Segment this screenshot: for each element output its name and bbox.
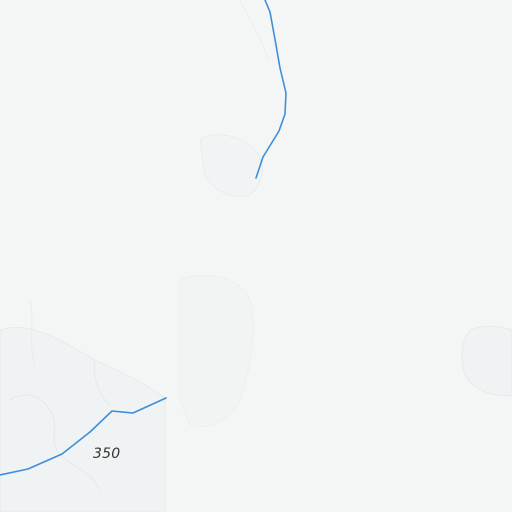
- admin-boundary: [239, 0, 269, 61]
- terrain-area: [199, 134, 263, 197]
- river[interactable]: [0, 397, 167, 476]
- admin-boundary: [93, 359, 111, 406]
- contour-elevation-label: 350: [93, 446, 121, 462]
- terrain-area: [0, 326, 166, 512]
- admin-boundary: [29, 299, 36, 366]
- terrain-area: [461, 326, 512, 397]
- admin-boundary: [9, 394, 101, 491]
- river[interactable]: [255, 0, 287, 179]
- terrain-area: [179, 274, 254, 427]
